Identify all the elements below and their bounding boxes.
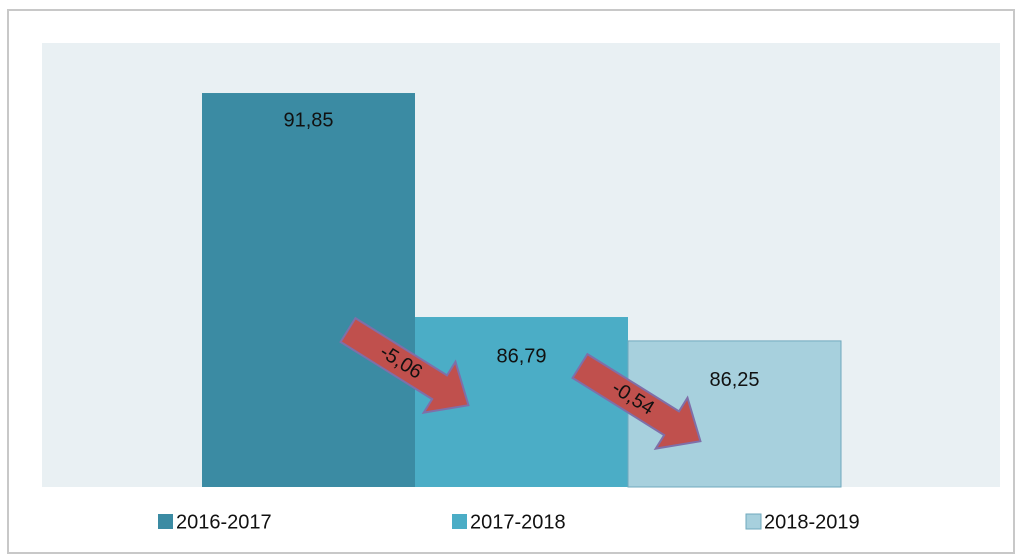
arrow-shape [571,352,702,451]
data-label: 86,25 [709,369,759,391]
legend-label: 2017-2018 [470,511,566,533]
legend-swatch [452,514,467,529]
legend: 2016-2017 2017-2018 2018-2019 [158,511,860,533]
legend-label: 2018-2019 [764,511,860,533]
legend-swatch [745,513,762,530]
legend-swatch [158,514,173,529]
data-label: 86,79 [496,345,546,367]
data-label: 91,85 [283,109,333,131]
legend-label: 2016-2017 [176,511,272,533]
bar [202,93,415,487]
arrow-shape [339,316,470,415]
